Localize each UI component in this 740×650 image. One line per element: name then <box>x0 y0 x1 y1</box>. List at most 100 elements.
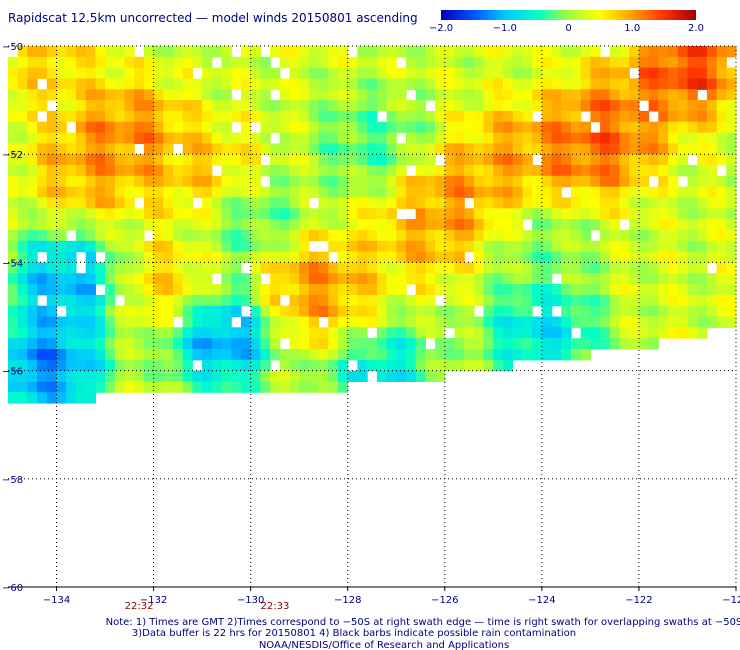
heatmap-cell <box>522 46 533 58</box>
heatmap-cell <box>454 305 465 318</box>
heatmap-cell <box>454 175 465 188</box>
heatmap-cell <box>561 89 572 101</box>
heatmap-cell <box>619 197 630 209</box>
heatmap-cell <box>522 305 533 318</box>
heatmap-cell <box>435 165 446 177</box>
heatmap-cell <box>658 165 669 177</box>
heatmap-cell <box>338 175 349 188</box>
heatmap-cell <box>27 132 38 144</box>
heatmap-cell <box>105 381 116 393</box>
heatmap-cell <box>37 186 48 199</box>
heatmap-cell <box>17 338 28 350</box>
heatmap-cell <box>706 154 718 166</box>
heatmap-cell <box>347 262 358 274</box>
heatmap-cell <box>17 100 28 112</box>
heatmap-cell <box>619 327 630 339</box>
heatmap-cell <box>668 229 679 242</box>
heatmap-cell <box>435 186 446 199</box>
heatmap-cell <box>406 197 417 209</box>
heatmap-cell <box>202 251 213 263</box>
heatmap-cell <box>66 273 77 285</box>
heatmap-cell <box>8 121 19 134</box>
heatmap-cell <box>609 175 621 188</box>
heatmap-cell <box>211 359 223 372</box>
heatmap-cell <box>638 338 650 350</box>
heatmap-cell <box>279 154 291 166</box>
heatmap-cell <box>105 251 116 263</box>
heatmap-cell <box>318 89 329 101</box>
heatmap-cell <box>367 186 378 199</box>
heatmap-cell <box>435 359 446 372</box>
heatmap-cell <box>444 165 456 177</box>
heatmap-cell <box>512 175 523 188</box>
heatmap-cell <box>580 294 591 307</box>
heatmap-cell <box>726 284 737 296</box>
heatmap-cell <box>221 208 232 220</box>
heatmap-cell <box>134 89 145 101</box>
heatmap-cell <box>8 143 19 155</box>
heatmap-cell <box>629 132 640 144</box>
heatmap-cell <box>561 294 572 307</box>
heatmap-cell <box>600 240 611 253</box>
heatmap-cell <box>289 251 300 263</box>
heatmap-cell <box>221 370 232 382</box>
heatmap-cell <box>328 78 339 90</box>
heatmap-cell <box>8 359 19 372</box>
heatmap-cell <box>590 197 601 209</box>
heatmap-cell <box>163 110 174 123</box>
heatmap-cell <box>551 132 562 144</box>
heatmap-cell <box>250 316 261 328</box>
heatmap-cell <box>182 349 193 361</box>
heatmap-cell <box>338 229 349 242</box>
heatmap-cell <box>512 229 523 242</box>
heatmap-cell <box>163 89 174 101</box>
heatmap-cell <box>105 316 116 328</box>
heatmap-cell <box>668 251 679 263</box>
heatmap-cell <box>308 110 320 123</box>
heatmap-cell <box>17 165 28 177</box>
heatmap-cell <box>211 381 223 393</box>
heatmap-cell <box>192 305 203 318</box>
heatmap-cell <box>716 89 727 101</box>
heatmap-cell <box>483 46 494 58</box>
heatmap-cell <box>473 67 485 79</box>
heatmap-cell <box>522 154 533 166</box>
heatmap-cell <box>493 208 504 220</box>
heatmap-cell <box>473 251 485 263</box>
heatmap-cell <box>173 219 184 231</box>
heatmap-cell <box>279 359 291 372</box>
heatmap-cell <box>250 100 261 112</box>
heatmap-cell <box>289 67 300 79</box>
heatmap-cell <box>473 294 485 307</box>
heatmap-cell <box>114 121 126 134</box>
heatmap-cell <box>8 89 19 101</box>
heatmap-cell <box>415 359 426 372</box>
heatmap-cell <box>8 197 19 209</box>
heatmap-cell <box>95 359 106 372</box>
heatmap-cell <box>182 240 193 253</box>
heatmap-cell <box>202 67 213 79</box>
heatmap-cell <box>464 338 475 350</box>
heatmap-cell <box>658 78 669 90</box>
heatmap-cell <box>464 175 475 188</box>
heatmap-cell <box>182 132 193 144</box>
heatmap-cell <box>241 100 252 112</box>
heatmap-cell <box>308 143 320 155</box>
heatmap-cell <box>338 197 349 209</box>
heatmap-cell <box>386 78 397 90</box>
heatmap-cell <box>435 67 446 79</box>
heatmap-cell <box>8 219 19 231</box>
heatmap-cell <box>56 284 67 296</box>
heatmap-cell <box>134 240 145 253</box>
heatmap-cell <box>192 262 203 274</box>
heatmap-cell <box>687 273 698 285</box>
heatmap-cell <box>706 240 718 253</box>
heatmap-cell <box>250 381 261 393</box>
heatmap-cell <box>590 175 601 188</box>
heatmap-cell <box>532 349 543 361</box>
heatmap-cell <box>609 338 621 350</box>
heatmap-cell <box>677 327 689 339</box>
heatmap-cell <box>114 165 126 177</box>
heatmap-cell <box>444 338 456 350</box>
heatmap-cell <box>493 251 504 263</box>
